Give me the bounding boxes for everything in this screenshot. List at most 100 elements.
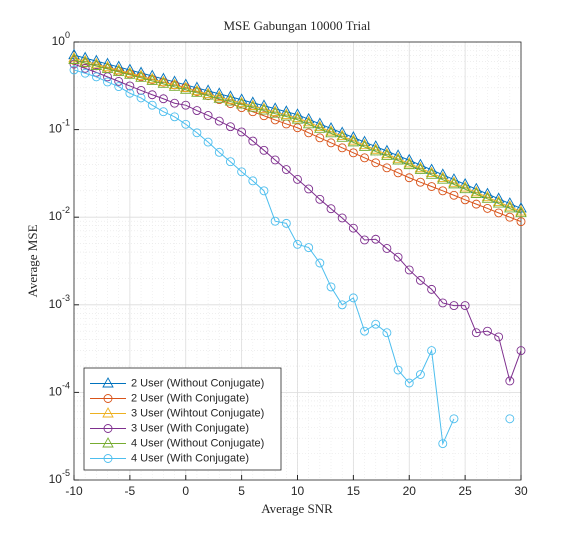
- marker: [112, 63, 125, 75]
- marker: [381, 149, 393, 160]
- marker: [371, 319, 381, 329]
- marker: [336, 129, 348, 141]
- legend-marker: [103, 394, 113, 403]
- marker: [470, 185, 483, 197]
- marker: [360, 153, 369, 163]
- marker: [80, 63, 90, 73]
- x-tick-label: 20: [403, 484, 417, 498]
- marker: [515, 201, 527, 213]
- marker: [157, 75, 170, 87]
- marker: [358, 138, 371, 150]
- marker: [225, 157, 235, 167]
- marker: [348, 223, 358, 233]
- marker: [471, 328, 481, 338]
- marker: [293, 239, 302, 249]
- marker: [415, 177, 425, 187]
- marker: [259, 145, 269, 155]
- marker: [460, 301, 470, 311]
- marker: [483, 326, 492, 336]
- marker: [213, 92, 226, 103]
- marker: [314, 120, 326, 131]
- y-tick-label: 100: [52, 30, 70, 48]
- marker: [492, 197, 505, 208]
- marker: [326, 204, 336, 214]
- marker: [225, 122, 235, 132]
- marker: [202, 87, 214, 98]
- marker: [437, 171, 449, 182]
- marker: [449, 414, 459, 424]
- marker: [494, 208, 504, 218]
- x-tick-label: 15: [347, 484, 361, 498]
- marker: [202, 89, 214, 100]
- marker: [293, 123, 302, 133]
- marker: [304, 128, 314, 138]
- legend-label: 4 User (Without Conjugate): [131, 437, 264, 449]
- marker: [425, 168, 438, 179]
- marker: [135, 69, 147, 81]
- marker: [237, 167, 247, 177]
- marker: [168, 80, 181, 91]
- marker: [258, 104, 270, 115]
- marker: [135, 71, 147, 82]
- marker: [203, 111, 213, 120]
- marker: [515, 205, 527, 216]
- marker: [293, 174, 302, 184]
- marker: [505, 376, 515, 386]
- legend-label: 3 User (Wihtout Conjugate): [131, 407, 264, 419]
- marker: [516, 217, 526, 227]
- marker: [291, 111, 304, 122]
- marker: [427, 284, 437, 294]
- marker: [270, 155, 280, 165]
- marker: [158, 107, 168, 117]
- marker: [191, 86, 203, 97]
- y-tick-label: 10-2: [49, 206, 70, 224]
- marker: [157, 77, 170, 88]
- marker: [415, 370, 425, 379]
- marker: [337, 213, 347, 223]
- x-tick-label: 30: [514, 484, 528, 498]
- legend-marker: [103, 454, 113, 463]
- marker: [449, 301, 459, 311]
- marker: [326, 138, 336, 148]
- marker: [237, 127, 247, 137]
- marker: [403, 158, 416, 170]
- marker: [281, 165, 291, 174]
- y-tick-label: 10-1: [49, 118, 70, 136]
- marker: [427, 346, 437, 356]
- marker: [438, 186, 448, 196]
- marker: [291, 113, 304, 124]
- marker: [258, 102, 270, 113]
- marker: [103, 72, 112, 82]
- legend-marker: [102, 437, 114, 448]
- marker: [68, 53, 80, 64]
- marker: [326, 282, 336, 292]
- marker: [192, 128, 202, 138]
- marker: [448, 176, 460, 187]
- x-tick-label: 0: [182, 484, 189, 498]
- marker: [136, 93, 146, 103]
- marker: [214, 147, 224, 157]
- marker: [124, 68, 136, 79]
- marker: [247, 101, 259, 112]
- marker: [404, 378, 414, 388]
- marker: [504, 200, 516, 211]
- marker: [483, 203, 492, 213]
- marker: [314, 122, 326, 133]
- marker: [360, 326, 369, 336]
- marker: [315, 194, 325, 204]
- marker: [270, 216, 280, 226]
- marker: [481, 192, 494, 203]
- marker: [360, 235, 369, 245]
- marker: [91, 72, 101, 82]
- marker: [302, 115, 315, 127]
- marker: [270, 115, 280, 125]
- marker: [259, 186, 269, 196]
- marker: [393, 252, 403, 262]
- marker: [516, 346, 526, 356]
- marker: [114, 82, 124, 92]
- marker: [347, 134, 360, 145]
- marker: [68, 51, 80, 63]
- marker: [112, 65, 125, 76]
- marker: [136, 85, 146, 95]
- marker: [459, 181, 471, 192]
